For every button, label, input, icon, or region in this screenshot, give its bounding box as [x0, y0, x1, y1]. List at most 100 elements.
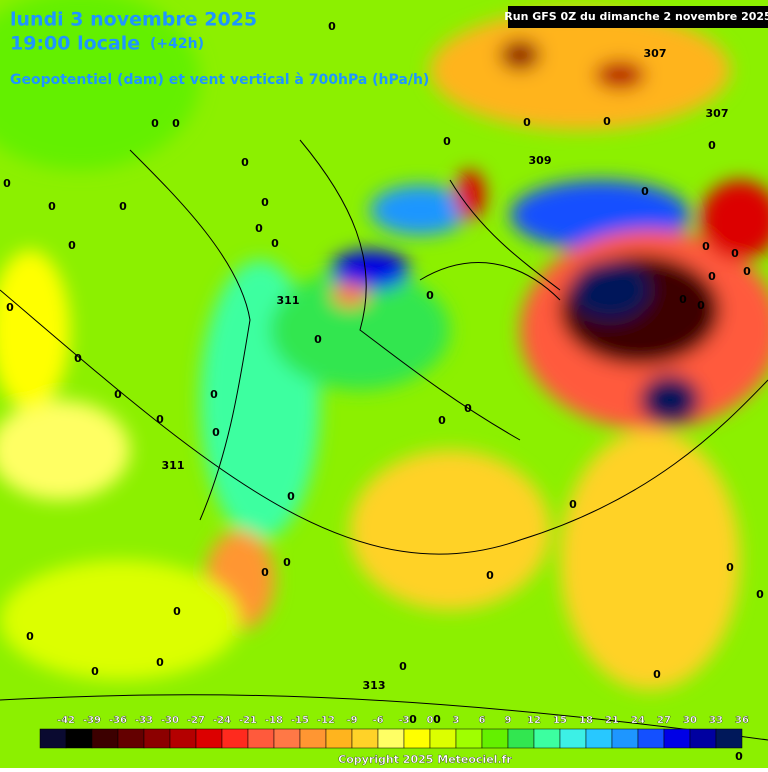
contour-label: 0 [314, 333, 322, 346]
colorbar-tick-label: 27 [657, 715, 671, 726]
contour-label: 313 [363, 679, 386, 692]
colorbar-tick-label: -33 [135, 715, 153, 726]
colorbar-tick-label: -36 [109, 715, 127, 726]
contour-label: 0 [438, 414, 446, 427]
colorbar-tick-label: -18 [265, 715, 283, 726]
date-title: lundi 3 novembre 2025 [10, 9, 257, 31]
contour-label: 0 [328, 20, 336, 33]
colorbar-tick-label: -6 [372, 715, 383, 726]
colorbar-swatch [247, 728, 275, 749]
contour-label: 0 [172, 117, 180, 130]
contour-label: 0 [464, 402, 472, 415]
contour-label: 0 [603, 115, 611, 128]
contour-label: 0 [569, 498, 577, 511]
run-label: Run GFS 0Z du dimanche 2 novembre 2025 [504, 10, 768, 23]
colorbar-tick-label: -24 [213, 715, 231, 726]
contour-label: 0 [523, 116, 531, 129]
colorbar-swatch [611, 728, 639, 749]
colorbar-swatch [715, 728, 743, 749]
contour-label: 0 [708, 139, 716, 152]
colorbar-tick-label: 6 [479, 715, 486, 726]
colorbar-tick-label: -30 [161, 715, 179, 726]
contour-label: 311 [277, 294, 300, 307]
contour-label: 0 [241, 156, 249, 169]
colorbar-tick-label: -42 [57, 715, 75, 726]
contour-label: 0 [119, 200, 127, 213]
contour-label: 0 [26, 630, 34, 643]
colorbar-swatch [455, 728, 483, 749]
colorbar-tick-label: 3 [453, 715, 460, 726]
contour-label: 0 [3, 177, 11, 190]
colorbar-swatch [637, 728, 665, 749]
contour-label: 307 [644, 47, 667, 60]
colorbar-tick-label: 18 [579, 715, 593, 726]
colorbar-tick-label: -15 [291, 715, 309, 726]
contour-label: 0 [641, 185, 649, 198]
geography [0, 139, 768, 741]
contour-label: 0 [756, 588, 764, 601]
run-banner [508, 6, 768, 28]
contour-label: 0 [726, 561, 734, 574]
colorbar-tick-label: 30 [683, 715, 697, 726]
contour-label: 0 [48, 200, 56, 213]
contour-label: 0 [156, 413, 164, 426]
colorbar-tick-label: -27 [187, 715, 205, 726]
lead-time: (+42h) [150, 36, 204, 52]
contour-label: 311 [162, 459, 185, 472]
colorbar-swatch [585, 728, 613, 749]
contour-label: 0 [443, 135, 451, 148]
colorbar-tick-label: -12 [317, 715, 335, 726]
contour-label: 0 [486, 569, 494, 582]
contour-label: 0 [731, 247, 739, 260]
contour-label: 0 [156, 656, 164, 669]
colorbar-tick-label: 0 [427, 715, 434, 726]
colorbar-swatch [39, 728, 67, 749]
contour-label: 0 [261, 566, 269, 579]
colorbar-swatch [117, 728, 145, 749]
contour-label: 309 [529, 154, 552, 167]
contour-label: 0 [212, 426, 220, 439]
colorbar-swatch [325, 728, 353, 749]
contour-label: 0 [271, 237, 279, 250]
contour-label: 0 [173, 605, 181, 618]
contour-label: 0 [697, 299, 705, 312]
contour-label: 0 [708, 270, 716, 283]
colorbar-tick-label: -39 [83, 715, 101, 726]
field-shading [0, 0, 768, 690]
colorbar-tick-label: 24 [631, 715, 645, 726]
colorbar-tick-label: 15 [553, 715, 567, 726]
contour-label: 0 [287, 490, 295, 503]
contour-label: 307 [706, 107, 729, 120]
contour-label: 0 [735, 750, 743, 763]
colorbar-swatch [689, 728, 717, 749]
colorbar-swatch [533, 728, 561, 749]
contour-label: 0 [399, 660, 407, 673]
contour-label: 0 [283, 556, 291, 569]
colorbar-swatch [663, 728, 691, 749]
contour-label: 0 [74, 352, 82, 365]
colorbar-tick-label: -9 [346, 715, 357, 726]
copyright: Copyright 2025 Meteociel.fr [338, 753, 512, 766]
contour-label: 0 [91, 665, 99, 678]
colorbar-swatch [91, 728, 119, 749]
colorbar-tick-label: -21 [239, 715, 257, 726]
colorbar-tick-label: 33 [709, 715, 723, 726]
colorbar-swatch [377, 728, 405, 749]
contour-label: 0 [255, 222, 263, 235]
field-title: Geopotentiel (dam) et vent vertical à 70… [10, 72, 429, 88]
colorbar-swatch [351, 728, 379, 749]
contour-label: 0 [409, 713, 417, 726]
contour-label: 0 [151, 117, 159, 130]
colorbar-swatch [403, 728, 431, 749]
contour-label: 0 [426, 289, 434, 302]
contour-label: 0 [702, 240, 710, 253]
colorbar-tick-label: -3 [398, 715, 409, 726]
contour-label: 0 [653, 668, 661, 681]
contour-label: 0 [743, 265, 751, 278]
contour-labels: 307 307 309 311 311 313 0 0 0 0 0 0 0 0 0 0 0 0 0 0 0 0 0 0 0 0 0 0… [3, 20, 764, 763]
colorbar-tick-label: 12 [527, 715, 541, 726]
contour-label: 0 [6, 301, 14, 314]
contour-label: 0 [261, 196, 269, 209]
contour-label: 0 [68, 239, 76, 252]
